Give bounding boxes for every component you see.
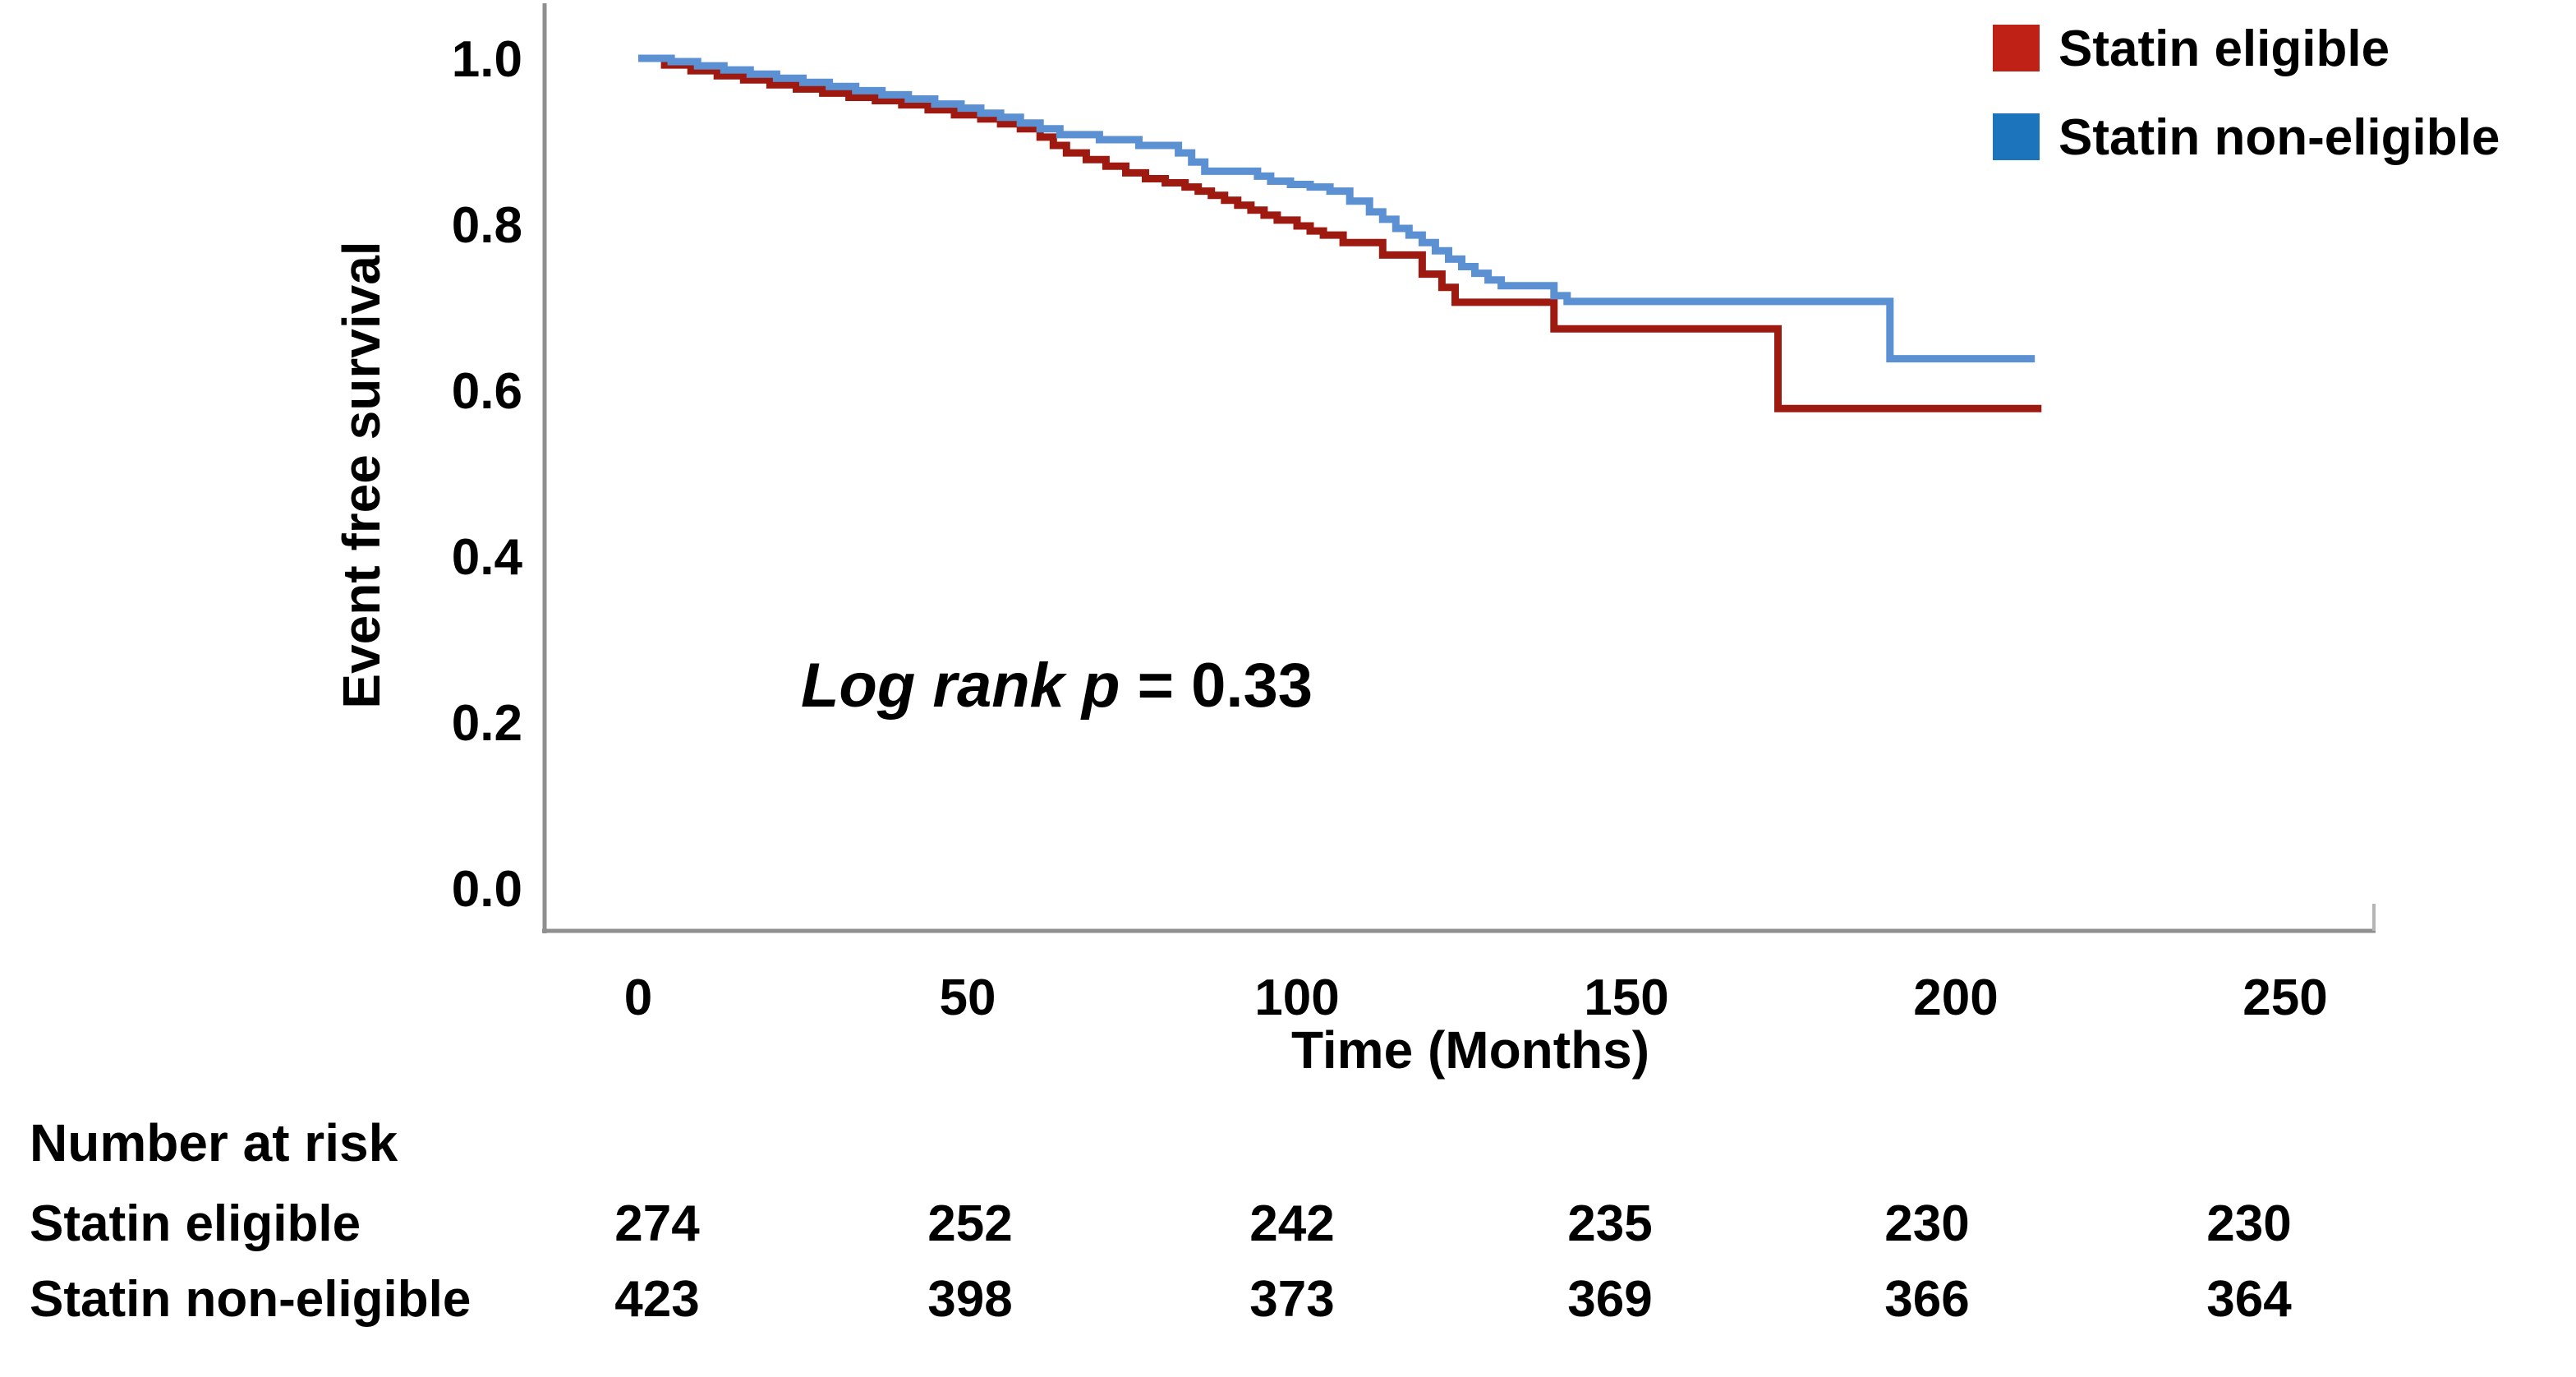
risk-value: 235 <box>1567 1195 1652 1252</box>
y-axis-tick-labels: 1.0 0.8 0.6 0.4 0.2 0.0 <box>452 31 523 918</box>
risk-table-values: 274 252 242 235 230 230 423 398 373 369 366 364 <box>614 1195 2292 1328</box>
x-axis-title: Time (Months) <box>1291 1020 1649 1080</box>
y-tick-label: 0.2 <box>452 695 522 752</box>
log-rank-annotation-value: = 0.33 <box>1120 651 1313 721</box>
y-tick-label: 0.8 <box>452 197 522 254</box>
risk-table-title: Number at risk <box>30 1113 398 1172</box>
risk-value: 373 <box>1249 1271 1334 1328</box>
risk-value: 364 <box>2206 1271 2292 1328</box>
x-tick-label: 100 <box>1254 969 1339 1026</box>
number-at-risk-table: Number at risk Statin eligible Statin no… <box>30 1113 2292 1328</box>
risk-value: 252 <box>927 1195 1012 1252</box>
statin-non-eligible-swatch-icon <box>1993 113 2040 160</box>
log-rank-annotation-italic: Log rank p <box>801 651 1120 721</box>
y-tick-label: 0.4 <box>452 529 523 586</box>
risk-value: 398 <box>927 1271 1012 1328</box>
risk-value: 423 <box>614 1271 699 1328</box>
risk-value: 230 <box>1884 1195 1969 1252</box>
statin-non-eligible-curve <box>638 54 2036 363</box>
statin-eligible-curve <box>638 54 2042 412</box>
y-tick-label: 0.6 <box>452 363 522 420</box>
y-tick-label: 1.0 <box>452 31 522 88</box>
risk-value: 366 <box>1884 1271 1969 1328</box>
statin-eligible-swatch-icon <box>1993 25 2040 71</box>
log-rank-annotation: Log rank p = 0.33 <box>801 651 1313 721</box>
legend-item-statin-non-eligible: Statin non-eligible <box>1993 109 2500 166</box>
x-tick-label: 200 <box>1913 969 1998 1026</box>
risk-row-label-statin-non-eligible: Statin non-eligible <box>30 1271 471 1328</box>
risk-row-label-statin-eligible: Statin eligible <box>30 1195 361 1252</box>
x-tick-label: 150 <box>1584 969 1668 1026</box>
legend-item-statin-eligible: Statin eligible <box>1993 21 2390 77</box>
x-tick-label: 50 <box>940 969 996 1026</box>
x-axis-tick-labels: 0 50 100 150 200 250 <box>624 969 2328 1026</box>
risk-value: 242 <box>1249 1195 1334 1252</box>
risk-value: 230 <box>2206 1195 2291 1252</box>
x-tick-label: 250 <box>2242 969 2327 1026</box>
risk-value: 369 <box>1567 1271 1652 1328</box>
legend: Statin eligible Statin non-eligible <box>1993 21 2500 166</box>
x-tick-label: 0 <box>624 969 652 1026</box>
legend-label-statin-eligible: Statin eligible <box>2058 21 2390 77</box>
risk-value: 274 <box>614 1195 700 1252</box>
legend-label-statin-non-eligible: Statin non-eligible <box>2058 109 2500 166</box>
y-tick-label: 0.0 <box>452 861 522 918</box>
y-axis-title: Event free survival <box>332 241 391 708</box>
